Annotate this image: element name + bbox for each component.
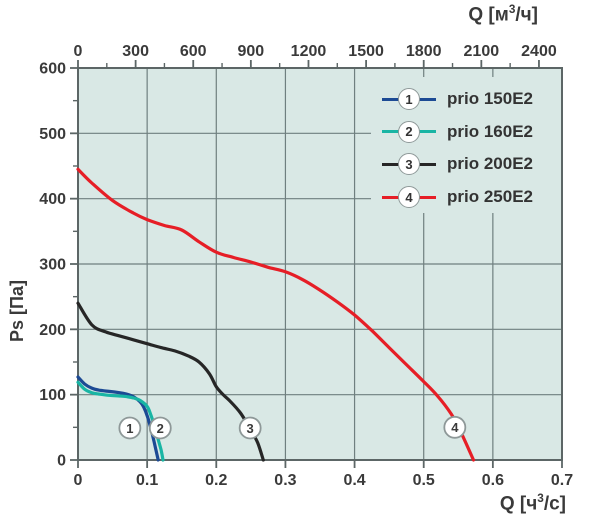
legend-swatch: 4 [382,184,436,210]
bottom-axis-title: Q [ч3/с] [500,492,566,515]
top-axis-title-unit: /ч] [515,4,538,26]
left-axis-tick-label: 100 [39,387,66,404]
legend-item-prio-200e2: 3 prio 200E2 [382,151,533,177]
bottom-axis-title-text: Q [ч [499,493,538,515]
bottom-axis-tick-label: 0.7 [551,472,573,489]
curve-marker-number: 3 [247,421,254,436]
bottom-axis-tick-label: 0.6 [482,472,504,489]
top-axis-tick-label: 900 [238,43,265,60]
bottom-axis-tick-label: 0.3 [274,472,296,489]
top-axis-tick-label: 1800 [406,43,442,60]
curve-marker-number: 1 [126,421,133,436]
legend-item-prio-250e2: 4 prio 250E2 [382,184,533,210]
left-axis-title: Ps [Па] [7,280,27,342]
curve-prio-250e2 [76,167,476,462]
curve-marker-circle-1 [118,416,142,440]
legend-label: prio 150E2 [447,89,533,108]
bottom-axis-title-unit: /с] [543,493,566,515]
legend-number-badge: 3 [398,153,420,176]
top-axis-tick-label: 2400 [521,43,557,60]
legend-swatch: 2 [382,119,436,145]
top-axis-title-sup: 3 [508,3,516,16]
bottom-axis-tick-label: 0.5 [413,472,435,489]
bottom-axis-tick-label: 0.2 [205,472,227,489]
curve-marker-circle-4 [443,415,467,439]
left-axis-tick-label: 0 [57,453,66,470]
plot-frame [77,67,563,461]
legend-number-badge: 4 [398,186,420,209]
legend-number-badge: 2 [398,120,420,143]
legend-item-prio-150e2: 1 prio 150E2 [382,86,533,112]
bottom-axis-tick-label: 0.4 [343,472,365,489]
left-axis-tick-label: 200 [39,322,66,339]
left-axis-tick-label: 400 [39,191,66,208]
top-axis-tick-label: 1200 [291,43,327,60]
bottom-axis-title-sup: 3 [537,492,544,505]
top-axis-tick-label: 1500 [348,43,384,60]
curve-marker-circle-2 [148,416,172,440]
left-axis-tick-label: 500 [39,126,66,143]
legend-swatch: 1 [382,86,436,112]
legend-number-badge: 1 [398,88,420,110]
top-axis-title: Q [м3/ч] [468,3,538,26]
legend-swatch: 3 [382,151,436,177]
left-axis-tick-label: 300 [39,257,66,274]
legend-label: prio 160E2 [447,121,533,141]
top-axis-tick-label: 300 [122,43,149,60]
top-axis-title-text: Q [м [468,4,509,26]
bottom-axis-tick-label: 0.1 [136,472,158,489]
curve-prio-200e2 [76,301,265,462]
legend-label: prio 200E2 [447,154,533,174]
top-axis-tick-label: 0 [74,43,83,60]
bottom-axis-tick-label: 0 [74,472,83,489]
top-axis-tick-label: 600 [180,43,207,60]
top-axis-tick-label: 2100 [464,43,500,60]
curve-marker-number: 2 [157,421,164,436]
left-axis-tick-label: 600 [39,61,66,78]
curve-marker-number: 4 [451,420,459,435]
legend-label: prio 250E2 [447,187,533,207]
curve-marker-circle-3 [238,416,262,440]
legend-item-prio-160e2: 2 prio 160E2 [382,119,533,145]
